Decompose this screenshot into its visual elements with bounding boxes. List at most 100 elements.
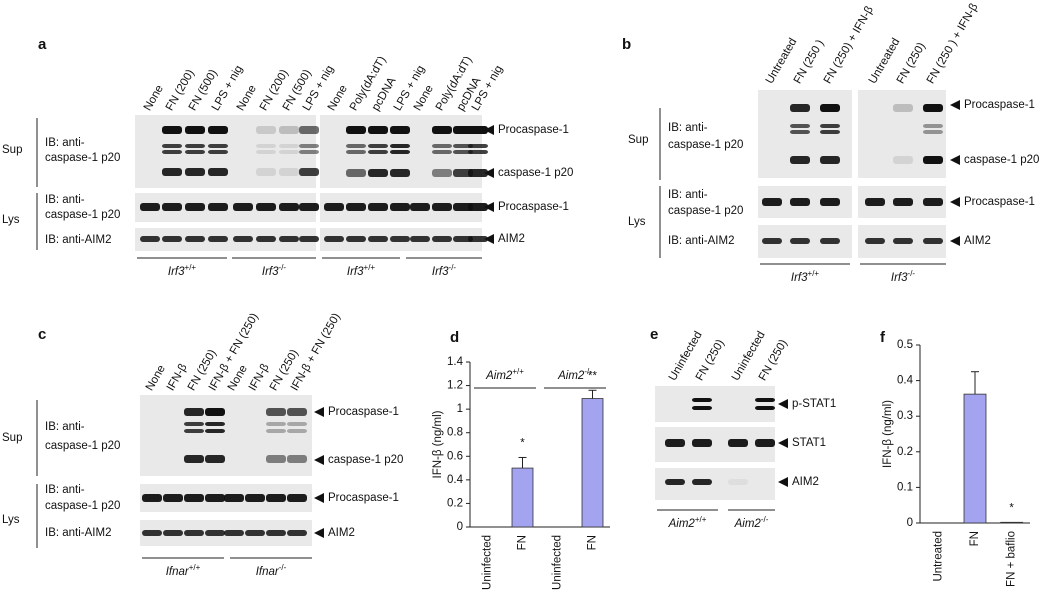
superscript: -/- [584, 367, 592, 376]
section-label: Sup [2, 432, 22, 444]
band [233, 236, 253, 242]
band [287, 422, 307, 426]
genotype: Irf3-/- [262, 263, 287, 278]
band [368, 144, 388, 148]
band [184, 494, 204, 502]
x-tick-label: Untreated [932, 531, 944, 582]
band [368, 236, 388, 242]
band [923, 104, 943, 112]
band [245, 530, 265, 536]
y-tick-label: 0.4 [447, 474, 464, 486]
band-label: Procaspase-1 [964, 99, 1035, 111]
panel-letter: d [450, 329, 459, 346]
arrow [484, 202, 494, 212]
band [233, 203, 253, 211]
band-label: Procaspase-1 [328, 492, 399, 504]
gene: Aim2 [668, 518, 696, 530]
superscript: +/+ [185, 263, 197, 272]
band [762, 238, 782, 244]
band [162, 150, 182, 154]
y-tick-label: 0.8 [447, 427, 463, 439]
superscript: +/+ [808, 269, 820, 278]
band [299, 126, 319, 134]
band [256, 236, 276, 242]
band [162, 126, 182, 134]
band [324, 203, 344, 211]
probe-label: IB: anti-AIM2 [45, 527, 111, 539]
band [665, 479, 685, 485]
band [923, 156, 943, 164]
band [184, 530, 204, 536]
band [184, 422, 204, 426]
band [820, 124, 840, 128]
band [790, 130, 810, 134]
band [893, 104, 913, 112]
band-label: caspase-1 p20 [498, 167, 573, 179]
band [208, 126, 228, 134]
band [728, 439, 748, 447]
arrow [314, 493, 324, 503]
blot [140, 395, 312, 476]
band [224, 494, 244, 502]
band [346, 203, 366, 211]
bar [963, 393, 987, 524]
band [279, 126, 299, 134]
genotype: Irf3+/+ [168, 263, 197, 278]
genotype: Aim2-/- [557, 367, 592, 382]
y-tick-label: 0.4 [897, 375, 914, 387]
band [755, 398, 775, 402]
band [346, 236, 366, 242]
band [453, 203, 473, 211]
band [205, 429, 225, 433]
arrow [778, 399, 788, 409]
arrow [314, 455, 324, 465]
genotype: Irf3+/+ [791, 269, 820, 284]
band [432, 203, 452, 211]
band [820, 104, 840, 112]
x-tick-label: Uninfected [552, 535, 564, 590]
bar [581, 398, 604, 528]
band [432, 169, 452, 177]
band [279, 203, 299, 211]
y-axis-label: IFN-β (ng/ml) [882, 400, 894, 468]
band [299, 236, 319, 242]
probe-label: IB: anti- [45, 484, 85, 496]
probe-label: IB: anti- [668, 122, 708, 134]
band [324, 236, 344, 242]
band [755, 406, 775, 410]
band [245, 494, 265, 502]
band-label: Procaspase-1 [328, 406, 399, 418]
band [468, 169, 488, 177]
band [390, 203, 410, 211]
band [923, 198, 943, 206]
probe-label: IB: anti- [45, 137, 85, 149]
band [820, 130, 840, 134]
arrow [778, 477, 788, 487]
band-label: caspase-1 p20 [328, 454, 403, 466]
error-bar [518, 456, 527, 469]
band [266, 494, 286, 502]
band [820, 156, 840, 164]
band [185, 203, 205, 211]
superscript: -/- [279, 263, 287, 272]
gene: Ifnar [256, 566, 280, 578]
band [140, 203, 160, 211]
gene: Irf3 [347, 266, 364, 278]
band-label: Procaspase-1 [964, 196, 1035, 208]
band [279, 168, 299, 176]
y-axis-label: IFN-β (ng/ml) [432, 410, 444, 478]
lane-label: FN (250) + IFN-β [822, 4, 876, 86]
band [755, 439, 775, 447]
band [205, 455, 225, 463]
band [692, 439, 712, 447]
gene: Irf3 [432, 266, 449, 278]
band [266, 455, 286, 463]
y-tick-label: 0 [457, 521, 463, 533]
gene: Irf3 [791, 272, 808, 284]
band [453, 150, 473, 154]
band [279, 144, 299, 148]
lane-label: None [144, 363, 168, 393]
band [346, 150, 366, 154]
band [432, 150, 452, 154]
